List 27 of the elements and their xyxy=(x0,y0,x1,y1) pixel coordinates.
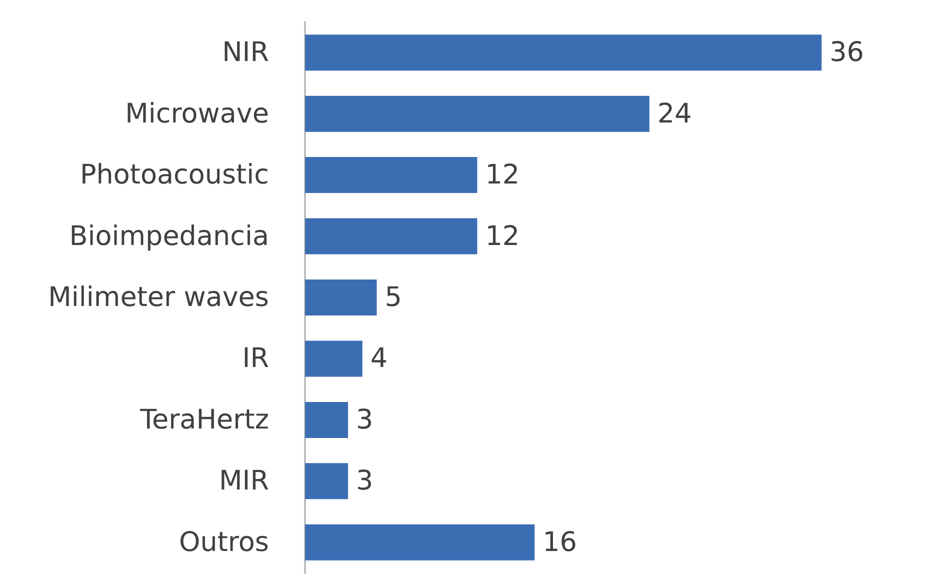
data-label: 16 xyxy=(542,526,577,558)
y-tick-label: Milimeter waves xyxy=(48,282,269,313)
y-tick-label: Bioimpedancia xyxy=(69,220,269,252)
bar xyxy=(305,402,348,438)
y-tick-label: IR xyxy=(242,343,269,374)
data-label: 36 xyxy=(830,37,864,68)
data-label: 3 xyxy=(356,404,374,436)
y-tick-label: TeraHertz xyxy=(139,404,269,436)
bar xyxy=(305,524,535,560)
data-label: 12 xyxy=(485,220,520,252)
data-label: 24 xyxy=(657,98,692,130)
y-tick-label: NIR xyxy=(222,37,269,68)
bar xyxy=(305,463,348,500)
bar xyxy=(305,218,478,254)
bar xyxy=(305,157,478,194)
y-tick-label: Outros xyxy=(178,526,269,558)
y-tick-label: Microwave xyxy=(125,98,269,130)
data-label: 3 xyxy=(356,466,374,497)
bar xyxy=(305,34,822,71)
y-tick-label: Photoacoustic xyxy=(80,160,269,191)
data-label: 5 xyxy=(384,282,402,313)
bar xyxy=(305,340,362,377)
data-label: 4 xyxy=(370,343,388,374)
bar xyxy=(305,280,377,316)
bar xyxy=(305,96,650,132)
data-label: 12 xyxy=(485,160,520,191)
y-tick-label: MIR xyxy=(218,466,269,497)
